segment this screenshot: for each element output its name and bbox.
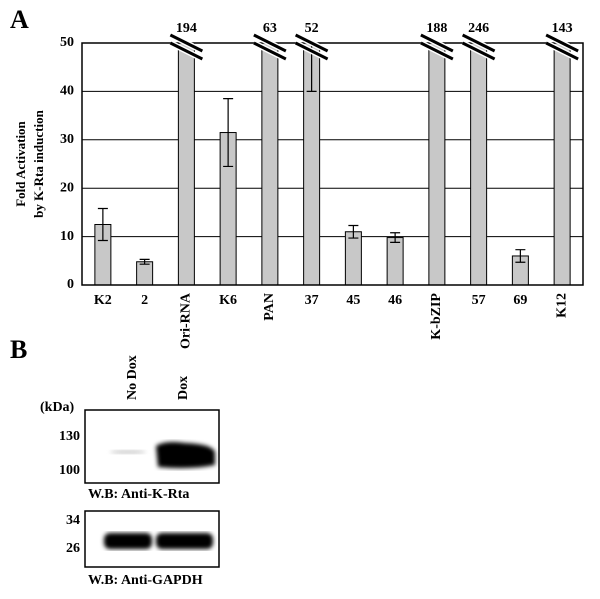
x-tick-label: Ori-RNA xyxy=(179,292,194,349)
axis-break xyxy=(253,33,287,53)
x-tick-label: 46 xyxy=(388,293,402,308)
error-bar xyxy=(348,224,359,239)
marker-label: 26 xyxy=(66,541,80,556)
axis-break xyxy=(253,41,287,61)
plot: Fold Activation by K-Rta induction 0 10 20 30… xyxy=(13,21,584,349)
unit-label: (kDa) xyxy=(40,400,75,415)
bar xyxy=(470,43,488,285)
bar xyxy=(386,237,404,285)
axis-break xyxy=(169,41,204,61)
bars xyxy=(94,43,571,285)
x-tick-label: K6 xyxy=(219,293,237,308)
lane-label: No Dox xyxy=(125,355,140,400)
axis-break xyxy=(545,33,579,53)
value-label: 143 xyxy=(552,21,573,36)
x-tick-label: 57 xyxy=(472,293,486,308)
marker-label: 34 xyxy=(66,513,80,528)
y-tick-label: 30 xyxy=(60,132,74,147)
y-tick-label: 0 xyxy=(67,277,74,292)
plot-frame xyxy=(81,42,584,286)
x-tick-label: K2 xyxy=(94,293,112,308)
x-tick-label: 45 xyxy=(346,293,360,308)
x-tick-label: K12 xyxy=(554,293,569,318)
panel-label: B xyxy=(10,335,27,364)
y-tick-label: 40 xyxy=(60,84,74,99)
bar xyxy=(261,43,279,285)
axis-break xyxy=(461,33,496,53)
lane-label: Dox xyxy=(176,376,191,400)
band xyxy=(156,442,215,469)
error-bar xyxy=(306,43,317,92)
value-label: 194 xyxy=(176,21,197,36)
error-bar xyxy=(139,258,150,265)
y-tick-label: 50 xyxy=(60,35,74,50)
value-label: 52 xyxy=(305,21,319,36)
blot: (kDa) No Dox Dox 130 100 W.B: Anti-K-Rta… xyxy=(40,355,220,588)
x-tick-label: 2 xyxy=(141,293,148,308)
x-tick-label: PAN xyxy=(262,293,277,321)
marker-label: 130 xyxy=(59,429,80,444)
bar xyxy=(136,261,154,285)
axis-break xyxy=(545,41,579,61)
axis-break xyxy=(420,41,454,61)
band xyxy=(104,533,152,549)
y-tick-label: 10 xyxy=(60,229,74,244)
axis-break xyxy=(294,41,329,61)
axis-break xyxy=(169,33,204,53)
y-tick-label: 20 xyxy=(60,180,74,195)
bar xyxy=(344,231,362,285)
value-label: 63 xyxy=(263,21,277,36)
x-tick-label: K-bZIP xyxy=(429,293,444,340)
axis-break xyxy=(420,33,454,53)
band xyxy=(110,450,146,454)
x-tick-label: 37 xyxy=(305,293,319,308)
value-label: 246 xyxy=(468,21,489,36)
axis-break xyxy=(294,33,329,53)
x-tick-label: 69 xyxy=(513,293,527,308)
bar xyxy=(177,43,195,285)
error-bar xyxy=(223,98,234,168)
y-axis-label: by K-Rta induction xyxy=(31,109,46,217)
bar xyxy=(428,43,446,285)
y-axis-label: Fold Activation xyxy=(13,120,28,206)
error-bar xyxy=(97,207,108,242)
blot-caption: W.B: Anti-K-Rta xyxy=(88,487,189,502)
band xyxy=(156,533,213,549)
panel-label: A xyxy=(10,5,29,34)
axis-break xyxy=(461,41,496,61)
bar xyxy=(553,43,571,285)
marker-label: 100 xyxy=(59,463,80,478)
blot-caption: W.B: Anti-GAPDH xyxy=(88,573,203,588)
error-bar xyxy=(390,232,401,244)
error-bar xyxy=(515,249,526,263)
value-label: 188 xyxy=(426,21,447,36)
